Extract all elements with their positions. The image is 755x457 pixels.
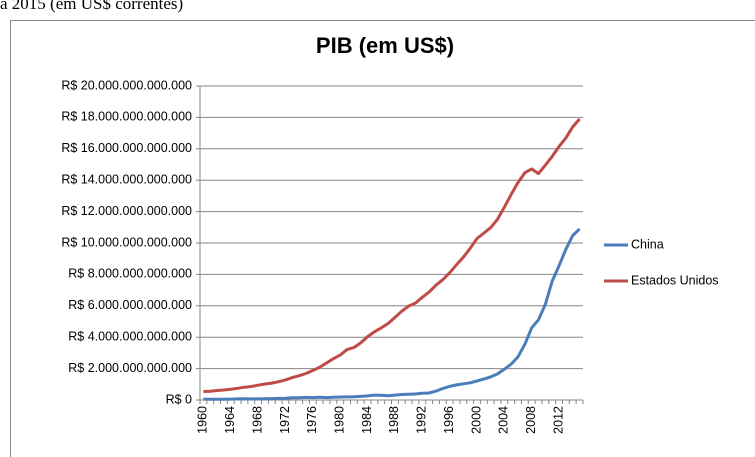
x-tick-label: 1980 (333, 406, 347, 434)
y-tick-label: R$ 16.000.000.000.000 (61, 141, 192, 155)
x-tick-label: 1960 (196, 406, 210, 434)
x-tick-label: 1972 (278, 406, 292, 434)
x-tick-label: 1996 (442, 406, 456, 434)
series-line (203, 227, 581, 401)
y-tick-label: R$ 2.000.000.000.000 (68, 361, 192, 375)
y-tick-label: R$ 12.000.000.000.000 (61, 204, 192, 218)
x-tick-label: 1976 (305, 406, 319, 434)
legend-label: China (631, 237, 664, 251)
x-tick-label: 2000 (469, 406, 483, 434)
chart-frame (10, 20, 755, 457)
y-tick-label: R$ 6.000.000.000.000 (68, 298, 192, 312)
x-tick-label: 2008 (524, 406, 538, 434)
x-tick-label: 1964 (223, 406, 237, 434)
chart-title: PIB (em US$) (316, 33, 454, 58)
x-tick-label: 1992 (415, 406, 429, 434)
x-tick-label: 2004 (497, 406, 511, 434)
y-tick-label: R$ 0 (166, 392, 192, 406)
y-tick-label: R$ 8.000.000.000.000 (68, 267, 192, 281)
y-tick-label: R$ 18.000.000.000.000 (61, 110, 192, 124)
y-tick-label: R$ 4.000.000.000.000 (68, 329, 192, 343)
x-tick-label: 1988 (387, 406, 401, 434)
legend-label: Estados Unidos (631, 273, 719, 287)
x-tick-label: 1984 (360, 406, 374, 434)
series-line (203, 118, 581, 393)
x-tick-label: 2012 (551, 406, 565, 434)
caption: a 2015 (em US$ correntes) (0, 0, 183, 13)
x-tick-label: 1968 (250, 406, 264, 434)
y-tick-label: R$ 20.000.000.000.000 (61, 78, 192, 92)
y-tick-label: R$ 10.000.000.000.000 (61, 235, 192, 249)
y-tick-label: R$ 14.000.000.000.000 (61, 172, 192, 186)
